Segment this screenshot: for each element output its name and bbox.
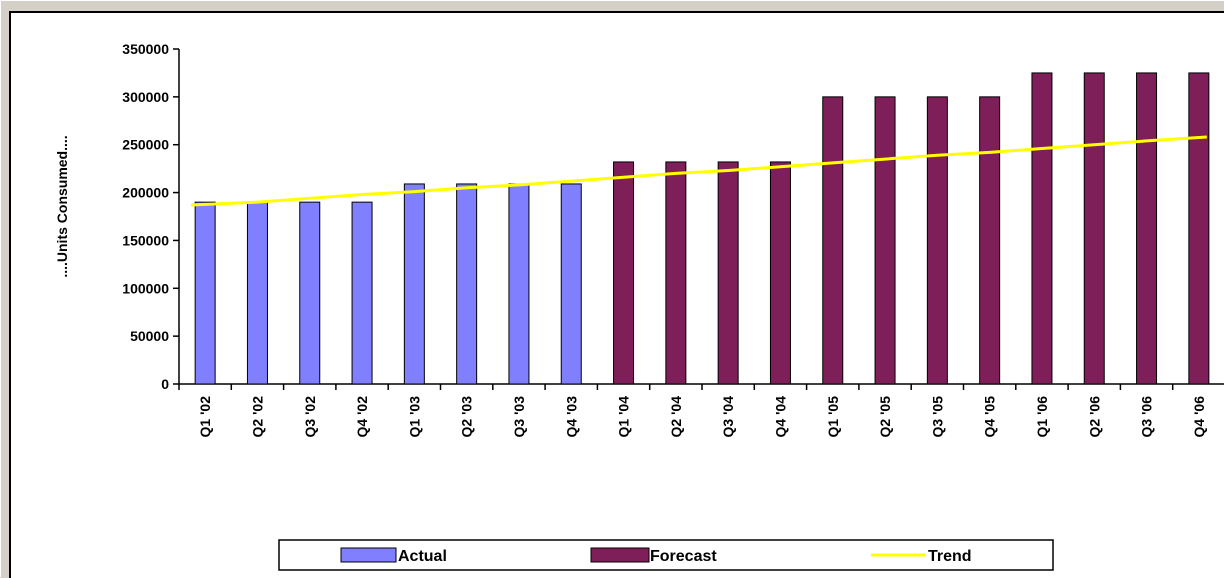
x-tick-label-5: Q2 '03 <box>459 396 475 438</box>
bar-forecast-19 <box>1188 72 1210 385</box>
x-tick-label-14: Q3 '05 <box>929 396 945 438</box>
y-tick-label-6: 300000 <box>122 89 169 105</box>
bar-actual-4 <box>403 183 425 385</box>
x-tick-label-8: Q1 '04 <box>616 396 632 438</box>
x-tick-label-13: Q2 '05 <box>877 396 893 438</box>
y-tick-label-7: 350000 <box>122 41 169 57</box>
x-tick-label-17: Q2 '06 <box>1086 396 1102 438</box>
x-tick-label-18: Q3 '06 <box>1139 396 1155 438</box>
x-tick-label-1: Q2 '02 <box>249 396 265 438</box>
chart-area: 0 50000 100000 150000 200000 250000 300000 3500… <box>9 11 1224 578</box>
bar-forecast-12 <box>822 96 844 385</box>
x-tick-label-12: Q1 '05 <box>825 396 841 438</box>
bar-forecast-18 <box>1136 72 1158 385</box>
x-tick-label-10: Q3 '04 <box>720 396 736 438</box>
x-tick-label-16: Q1 '06 <box>1034 396 1050 438</box>
x-tick-label-15: Q4 '05 <box>982 396 998 438</box>
x-tick-label-6: Q3 '03 <box>511 396 527 438</box>
bar-forecast-14 <box>926 96 948 385</box>
y-tick-label-3: 150000 <box>122 232 169 248</box>
x-tick-label-11: Q4 '04 <box>772 396 788 438</box>
legend-swatch-forecast <box>590 547 650 563</box>
legend-label-trend: Trend <box>928 548 972 565</box>
bar-actual-5 <box>456 183 478 385</box>
y-axis: 0 50000 100000 150000 200000 250000 300000 3500… <box>54 41 180 392</box>
y-tick-label-2: 100000 <box>122 280 169 296</box>
x-ticks: Q1 '02 Q2 '02 Q3 '02 Q4 '02 Q1 '03 Q2 '03 Q3 '… <box>178 384 1207 438</box>
legend: Actual Forecast Trend <box>278 539 1054 571</box>
x-tick-label-2: Q3 '02 <box>302 396 318 438</box>
x-tick-label-4: Q1 '03 <box>406 396 422 438</box>
y-ticks: 0 50000 100000 150000 200000 250000 300000 3500… <box>122 41 179 392</box>
x-tick-label-9: Q2 '04 <box>668 396 684 438</box>
bars <box>194 72 1210 385</box>
bar-forecast-15 <box>979 96 1001 385</box>
trend-line <box>191 135 1207 207</box>
bar-actual-7 <box>560 183 582 385</box>
bar-actual-2 <box>299 201 321 385</box>
x-tick-label-19: Q4 '06 <box>1191 396 1207 438</box>
x-tick-label-0: Q1 '02 <box>197 396 213 438</box>
x-tick-label-7: Q4 '03 <box>563 396 579 438</box>
chart-plot: 0 50000 100000 150000 200000 250000 300000 3500… <box>54 41 1224 571</box>
legend-swatch-actual <box>340 547 397 563</box>
y-tick-label-0: 0 <box>161 376 169 392</box>
y-axis-title: ....Units Consumed.... <box>54 135 70 277</box>
bar-forecast-11 <box>769 161 791 385</box>
y-tick-label-1: 50000 <box>130 328 169 344</box>
bar-actual-0 <box>194 201 216 385</box>
bar-forecast-17 <box>1083 72 1105 385</box>
bar-forecast-10 <box>717 161 739 385</box>
bar-forecast-9 <box>665 161 687 385</box>
bar-forecast-8 <box>613 161 635 385</box>
x-tick-label-3: Q4 '02 <box>354 396 370 438</box>
bar-forecast-16 <box>1031 72 1053 385</box>
bar-actual-3 <box>351 201 373 385</box>
bar-forecast-13 <box>874 96 896 385</box>
legend-label-forecast: Forecast <box>650 548 717 565</box>
x-axis: Q1 '02 Q2 '02 Q3 '02 Q4 '02 Q1 '03 Q2 '03 Q3 '… <box>178 383 1224 438</box>
y-tick-label-4: 200000 <box>122 185 169 201</box>
bar-actual-1 <box>246 201 268 385</box>
bar-actual-6 <box>508 183 530 385</box>
y-tick-label-5: 250000 <box>122 137 169 153</box>
legend-label-actual: Actual <box>398 548 447 565</box>
